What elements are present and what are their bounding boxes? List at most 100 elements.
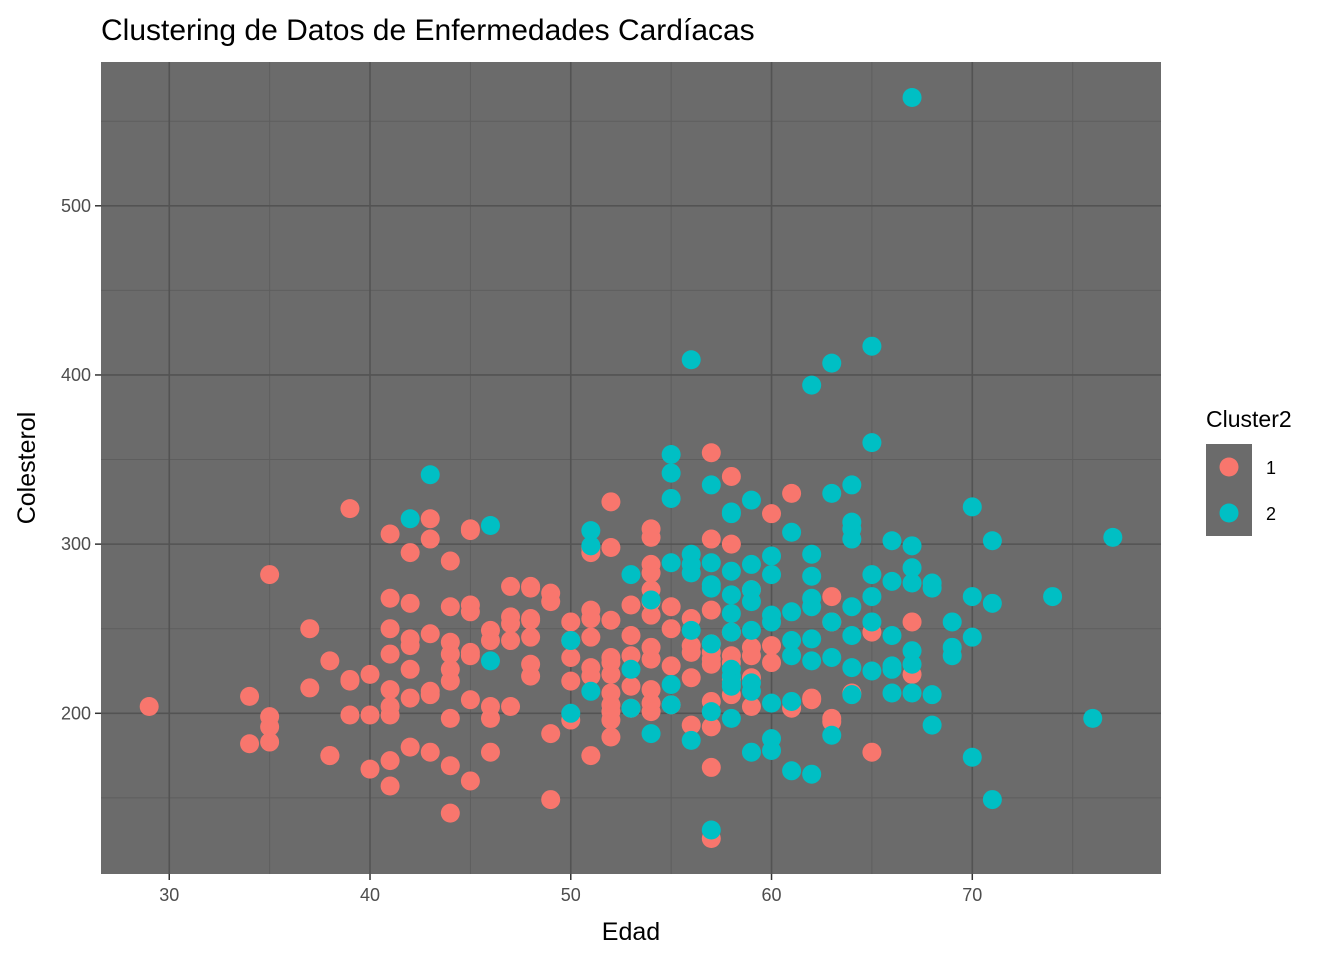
data-point-cluster-1 [701,529,721,549]
data-point-cluster-1 [139,697,159,717]
data-point-cluster-2 [882,531,902,551]
data-point-cluster-1 [240,734,260,754]
data-point-cluster-2 [721,676,741,696]
data-point-cluster-2 [661,675,681,695]
data-point-cluster-1 [380,619,400,639]
data-point-cluster-1 [440,708,460,728]
data-point-cluster-2 [802,566,822,586]
data-point-cluster-1 [460,521,480,541]
legend: Cluster2 1 2 [1206,406,1292,536]
data-point-cluster-1 [601,538,621,558]
data-point-cluster-2 [962,627,982,647]
data-point-cluster-1 [741,646,761,666]
chart-title: Clustering de Datos de Enfermedades Card… [101,14,755,47]
data-point-cluster-1 [641,527,661,547]
data-point-cluster-2 [882,625,902,645]
data-point-cluster-2 [561,631,581,651]
x-tick-label: 70 [962,885,982,905]
data-point-cluster-1 [360,759,380,779]
legend-label: 2 [1266,504,1276,524]
x-tick-label: 40 [360,885,380,905]
data-point-cluster-2 [762,546,782,566]
data-point-cluster-1 [561,612,581,632]
data-point-cluster-1 [822,587,842,607]
data-point-cluster-1 [581,666,601,686]
data-point-cluster-2 [701,702,721,722]
data-point-cluster-2 [741,620,761,640]
data-point-cluster-1 [240,686,260,706]
data-point-cluster-1 [460,690,480,710]
data-point-cluster-2 [922,715,942,735]
data-point-cluster-1 [400,688,420,708]
data-point-cluster-1 [420,529,440,549]
data-point-cluster-2 [681,730,701,750]
data-point-cluster-2 [701,634,721,654]
data-point-cluster-1 [641,702,661,722]
data-point-cluster-1 [681,642,701,662]
data-point-cluster-2 [862,565,882,585]
data-point-cluster-2 [681,563,701,583]
legend-key-dot [1219,457,1239,477]
data-point-cluster-1 [541,790,561,810]
data-point-cluster-1 [561,647,581,667]
data-point-cluster-2 [782,646,802,666]
data-point-cluster-2 [721,585,741,605]
data-point-cluster-2 [982,531,1002,551]
data-point-cluster-1 [400,593,420,613]
data-point-cluster-1 [340,499,360,519]
data-point-cluster-1 [641,649,661,669]
x-axis: 30 40 50 60 70 [159,874,982,905]
data-point-cluster-2 [621,659,641,679]
data-point-cluster-1 [360,664,380,684]
data-point-cluster-1 [420,624,440,644]
y-axis-label: Colesterol [13,412,41,525]
data-point-cluster-1 [380,705,400,725]
data-point-cluster-2 [802,597,822,617]
data-point-cluster-2 [741,742,761,762]
data-point-cluster-1 [440,644,460,664]
data-point-cluster-2 [822,483,842,503]
data-point-cluster-1 [541,592,561,612]
data-point-cluster-2 [480,516,500,536]
data-point-cluster-1 [380,644,400,664]
data-point-cluster-1 [601,492,621,512]
data-point-cluster-1 [621,595,641,615]
data-point-cluster-2 [802,629,822,649]
data-point-cluster-1 [501,576,521,596]
data-point-cluster-2 [842,685,862,705]
data-point-cluster-2 [962,747,982,767]
data-point-cluster-1 [260,717,280,737]
data-point-cluster-1 [400,543,420,563]
data-point-cluster-2 [701,578,721,598]
data-point-cluster-2 [942,612,962,632]
data-point-cluster-2 [762,741,782,761]
data-point-cluster-2 [561,703,581,723]
data-point-cluster-1 [802,690,822,710]
data-point-cluster-1 [641,605,661,625]
y-tick-label: 200 [61,703,91,723]
data-point-cluster-1 [460,602,480,622]
data-point-cluster-2 [862,661,882,681]
data-point-cluster-2 [862,336,882,356]
data-point-cluster-1 [480,708,500,728]
data-point-cluster-2 [480,651,500,671]
data-point-cluster-2 [862,612,882,632]
data-point-cluster-2 [782,691,802,711]
data-point-cluster-1 [400,737,420,757]
data-point-cluster-2 [661,488,681,508]
data-point-cluster-1 [300,619,320,639]
data-point-cluster-1 [340,671,360,691]
data-point-cluster-2 [721,504,741,524]
data-point-cluster-1 [762,636,782,656]
data-point-cluster-1 [380,524,400,544]
data-point-cluster-2 [681,620,701,640]
y-axis: 200 300 400 500 [61,196,101,723]
data-point-cluster-2 [842,475,862,495]
data-point-cluster-2 [1103,527,1123,547]
x-tick-label: 30 [159,885,179,905]
data-point-cluster-1 [701,443,721,463]
data-point-cluster-1 [701,717,721,737]
data-point-cluster-2 [902,683,922,703]
data-point-cluster-2 [842,658,862,678]
data-point-cluster-1 [400,636,420,656]
